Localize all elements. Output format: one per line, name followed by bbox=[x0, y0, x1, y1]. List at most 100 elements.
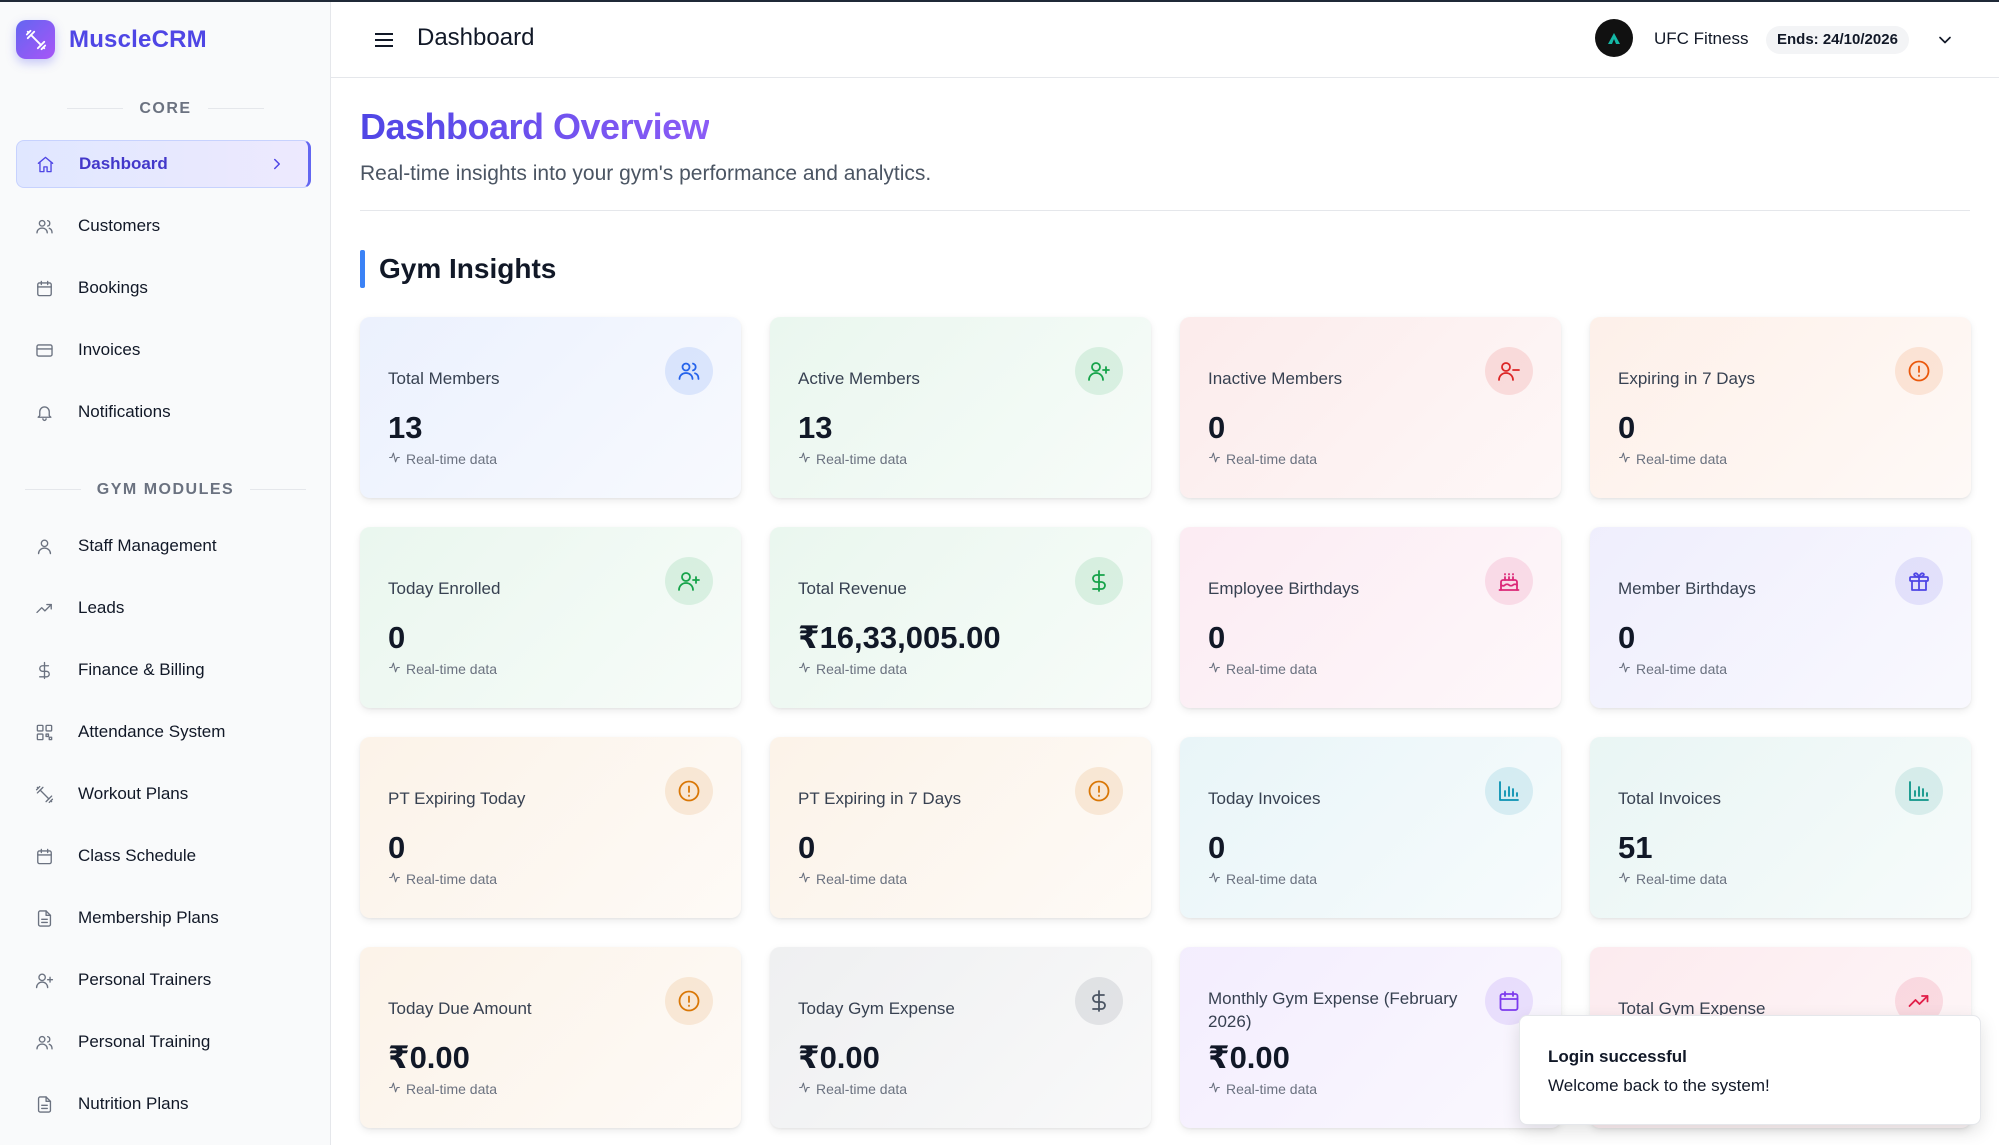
stat-card-value: 0 bbox=[1208, 410, 1226, 445]
stat-card-label: Today Invoices bbox=[1208, 789, 1321, 808]
stat-card-expiring-in-7-days[interactable]: Expiring in 7 Days 0 Real-time data bbox=[1590, 317, 1971, 498]
stat-card-value: 0 bbox=[1208, 830, 1226, 865]
sidebar-item-dashboard[interactable]: Dashboard bbox=[16, 140, 311, 188]
stat-card-total-invoices[interactable]: Total Invoices 51 Real-time data bbox=[1590, 737, 1971, 918]
stat-card-footer: Real-time data bbox=[798, 451, 907, 467]
stat-card-total-members[interactable]: Total Members 13 Real-time data bbox=[360, 317, 741, 498]
stat-card-value: ₹0.00 bbox=[798, 1040, 880, 1075]
sidebar-item-attendance-system[interactable]: Attendance System bbox=[16, 708, 311, 756]
stat-card-footer-text: Real-time data bbox=[406, 871, 498, 887]
stat-card-today-due-amount[interactable]: Today Due Amount ₹0.00 Real-time data bbox=[360, 947, 741, 1128]
brand-name: MuscleCRM bbox=[69, 25, 207, 53]
section-label-core: CORE bbox=[0, 100, 331, 118]
subscription-end-badge: Ends: 24/10/2026 bbox=[1766, 26, 1909, 54]
section-title: Gym Insights bbox=[379, 253, 557, 284]
stat-card-value: 0 bbox=[1208, 620, 1226, 655]
sidebar-item-label: Invoices bbox=[78, 340, 141, 359]
stat-card-footer: Real-time data bbox=[388, 451, 497, 467]
sidebar-item-workout-plans[interactable]: Workout Plans bbox=[16, 770, 311, 818]
stat-card-label: Member Birthdays bbox=[1618, 579, 1756, 598]
activity-icon bbox=[1208, 661, 1226, 677]
stat-card-footer-text: Real-time data bbox=[816, 451, 908, 467]
sidebar-item-label: Notifications bbox=[78, 402, 171, 421]
dumbbell-icon bbox=[16, 20, 55, 59]
sidebar-item-invoices[interactable]: Invoices bbox=[16, 326, 311, 374]
stat-card-footer-text: Real-time data bbox=[816, 871, 908, 887]
alert-circle-icon bbox=[1895, 347, 1943, 395]
stat-card-total-revenue[interactable]: Total Revenue ₹16,33,005.00 Real-time data bbox=[770, 527, 1151, 708]
dollar-icon bbox=[1075, 977, 1123, 1025]
activity-icon bbox=[798, 871, 816, 887]
sidebar-item-membership-plans[interactable]: Membership Plans bbox=[16, 894, 311, 942]
user-plus-icon bbox=[34, 970, 54, 990]
stat-card-value: ₹0.00 bbox=[388, 1040, 470, 1075]
stat-card-today-invoices[interactable]: Today Invoices 0 Real-time data bbox=[1180, 737, 1561, 918]
alert-circle-icon bbox=[665, 977, 713, 1025]
stat-card-footer-text: Real-time data bbox=[816, 1081, 908, 1097]
stat-card-inactive-members[interactable]: Inactive Members 0 Real-time data bbox=[1180, 317, 1561, 498]
sidebar-item-label: Customers bbox=[78, 216, 161, 235]
stat-card-member-birthdays[interactable]: Member Birthdays 0 Real-time data bbox=[1590, 527, 1971, 708]
stat-card-label: Employee Birthdays bbox=[1208, 579, 1360, 598]
stat-card-footer: Real-time data bbox=[1208, 871, 1317, 887]
gym-avatar[interactable] bbox=[1595, 19, 1633, 57]
stat-card-label: Total Revenue bbox=[798, 579, 907, 598]
activity-icon bbox=[1618, 451, 1636, 467]
activity-icon bbox=[1618, 871, 1636, 887]
home-icon bbox=[35, 154, 55, 174]
sidebar-item-nutrition-plans[interactable]: Nutrition Plans bbox=[16, 1080, 311, 1128]
stat-card-value: 13 bbox=[388, 410, 423, 445]
sidebar-item-label: Bookings bbox=[78, 278, 148, 297]
sidebar-item-staff-management[interactable]: Staff Management bbox=[16, 522, 311, 570]
stat-card-employee-birthdays[interactable]: Employee Birthdays 0 Real-time data bbox=[1180, 527, 1561, 708]
stat-card-footer: Real-time data bbox=[1208, 1081, 1317, 1097]
activity-icon bbox=[388, 661, 406, 677]
chevron-down-icon[interactable] bbox=[1935, 30, 1955, 50]
stat-card-value: 0 bbox=[798, 830, 816, 865]
stat-card-label: Today Gym Expense bbox=[798, 999, 955, 1018]
users-icon bbox=[34, 216, 54, 236]
bar-chart-icon bbox=[1485, 767, 1533, 815]
stat-card-footer-text: Real-time data bbox=[406, 451, 498, 467]
stat-card-footer-text: Real-time data bbox=[1636, 661, 1728, 677]
sidebar-item-leads[interactable]: Leads bbox=[16, 584, 311, 632]
stat-card-label: Inactive Members bbox=[1208, 369, 1343, 388]
sidebar-item-personal-training[interactable]: Personal Training bbox=[16, 1018, 311, 1066]
stat-card-footer-text: Real-time data bbox=[1226, 661, 1318, 677]
user-icon bbox=[34, 536, 54, 556]
sidebar-item-notifications[interactable]: Notifications bbox=[16, 388, 311, 436]
stat-card-value: 0 bbox=[1618, 410, 1636, 445]
stat-card-footer: Real-time data bbox=[1618, 451, 1727, 467]
sidebar-item-customers[interactable]: Customers bbox=[16, 202, 311, 250]
stat-card-active-members[interactable]: Active Members 13 Real-time data bbox=[770, 317, 1151, 498]
stat-card-pt-expiring-in-7-days[interactable]: PT Expiring in 7 Days 0 Real-time data bbox=[770, 737, 1151, 918]
sidebar-item-finance-billing[interactable]: Finance & Billing bbox=[16, 646, 311, 694]
sidebar-item-bookings[interactable]: Bookings bbox=[16, 264, 311, 312]
gym-name[interactable]: UFC Fitness bbox=[1654, 29, 1749, 48]
stat-card-label: PT Expiring Today bbox=[388, 789, 526, 808]
document-icon bbox=[34, 908, 54, 928]
stat-card-pt-expiring-today[interactable]: PT Expiring Today 0 Real-time data bbox=[360, 737, 741, 918]
sidebar-item-label: Personal Trainers bbox=[78, 970, 212, 989]
activity-icon bbox=[1208, 871, 1226, 887]
brand[interactable]: MuscleCRM bbox=[16, 20, 207, 59]
stat-card-footer-text: Real-time data bbox=[816, 661, 908, 677]
stat-card-footer: Real-time data bbox=[1208, 451, 1317, 467]
stat-card-value: 0 bbox=[388, 620, 406, 655]
stat-card-value: 0 bbox=[1618, 620, 1636, 655]
toast-notification[interactable]: Login successful Welcome back to the sys… bbox=[1519, 1015, 1981, 1125]
stat-card-today-gym-expense[interactable]: Today Gym Expense ₹0.00 Real-time data bbox=[770, 947, 1151, 1128]
menu-icon[interactable] bbox=[373, 29, 395, 51]
page-title: Dashboard Overview bbox=[360, 106, 710, 147]
stat-card-label: Today Due Amount bbox=[388, 999, 532, 1018]
sidebar-item-label: Membership Plans bbox=[78, 908, 219, 927]
sidebar-item-label: Dashboard bbox=[79, 154, 168, 173]
users-icon bbox=[34, 1032, 54, 1052]
stat-card-today-enrolled[interactable]: Today Enrolled 0 Real-time data bbox=[360, 527, 741, 708]
sidebar-item-personal-trainers[interactable]: Personal Trainers bbox=[16, 956, 311, 1004]
stat-card-label: Total Gym Expense bbox=[1618, 999, 1766, 1018]
sidebar-item-class-schedule[interactable]: Class Schedule bbox=[16, 832, 311, 880]
stat-card-footer: Real-time data bbox=[798, 1081, 907, 1097]
sidebar-item-label: Workout Plans bbox=[78, 784, 189, 803]
stat-card-monthly-gym-expense-february-2026[interactable]: Monthly Gym Expense (February 2026) ₹0.00… bbox=[1180, 947, 1561, 1128]
